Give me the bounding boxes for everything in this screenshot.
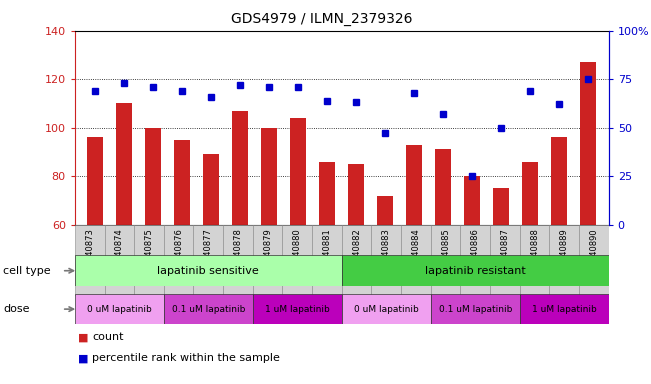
Text: percentile rank within the sample: percentile rank within the sample xyxy=(92,353,281,363)
Text: GSM940881: GSM940881 xyxy=(322,228,331,279)
Bar xyxy=(431,294,519,324)
Text: GSM940883: GSM940883 xyxy=(381,228,391,279)
Text: 0 uM lapatinib: 0 uM lapatinib xyxy=(354,305,419,314)
Bar xyxy=(581,62,596,225)
Text: GSM940874: GSM940874 xyxy=(115,228,124,279)
Bar xyxy=(223,225,253,296)
Bar xyxy=(519,294,609,324)
Text: GSM940878: GSM940878 xyxy=(234,228,242,279)
Text: count: count xyxy=(92,332,124,342)
Bar xyxy=(431,225,460,296)
Text: lapatinib resistant: lapatinib resistant xyxy=(425,266,525,276)
Bar xyxy=(579,225,609,296)
Bar xyxy=(436,149,451,225)
Bar xyxy=(203,154,219,225)
Text: GSM940875: GSM940875 xyxy=(145,228,154,279)
Bar xyxy=(342,255,609,286)
Bar xyxy=(253,225,283,296)
Bar xyxy=(232,111,248,225)
Text: 0.1 uM lapatinib: 0.1 uM lapatinib xyxy=(172,305,245,314)
Bar xyxy=(348,164,365,225)
Text: GSM940879: GSM940879 xyxy=(263,228,272,279)
Text: GSM940889: GSM940889 xyxy=(560,228,569,279)
Text: GSM940888: GSM940888 xyxy=(530,228,539,279)
Text: GSM940880: GSM940880 xyxy=(293,228,302,279)
Bar xyxy=(261,127,277,225)
Bar xyxy=(342,225,372,296)
Bar xyxy=(105,225,134,296)
Bar xyxy=(490,225,519,296)
Bar xyxy=(174,140,190,225)
Bar xyxy=(193,225,223,296)
Bar xyxy=(378,195,393,225)
Bar xyxy=(117,103,132,225)
Bar xyxy=(406,145,422,225)
Text: GSM940886: GSM940886 xyxy=(471,228,480,279)
Text: GSM940887: GSM940887 xyxy=(501,228,509,279)
Text: ■: ■ xyxy=(78,353,89,363)
Bar xyxy=(519,225,549,296)
Bar xyxy=(342,294,431,324)
Bar xyxy=(551,137,567,225)
Bar xyxy=(312,225,342,296)
Text: dose: dose xyxy=(3,304,30,314)
Text: GSM940873: GSM940873 xyxy=(85,228,94,279)
Text: 1 uM lapatinib: 1 uM lapatinib xyxy=(532,305,596,314)
Bar xyxy=(319,162,335,225)
Bar xyxy=(460,225,490,296)
Bar xyxy=(283,225,312,296)
Text: GSM940885: GSM940885 xyxy=(441,228,450,279)
Bar xyxy=(75,255,342,286)
Text: GSM940882: GSM940882 xyxy=(352,228,361,279)
Bar xyxy=(401,225,431,296)
Text: lapatinib sensitive: lapatinib sensitive xyxy=(158,266,259,276)
Bar xyxy=(145,127,161,225)
Bar xyxy=(164,225,193,296)
Text: cell type: cell type xyxy=(3,266,51,276)
Bar xyxy=(372,225,401,296)
Bar xyxy=(87,137,103,225)
Bar xyxy=(253,294,342,324)
Bar xyxy=(522,162,538,225)
Text: 0 uM lapatinib: 0 uM lapatinib xyxy=(87,305,152,314)
Text: 0.1 uM lapatinib: 0.1 uM lapatinib xyxy=(439,305,512,314)
Bar xyxy=(134,225,164,296)
Bar xyxy=(549,225,579,296)
Text: GDS4979 / ILMN_2379326: GDS4979 / ILMN_2379326 xyxy=(232,12,413,25)
Text: GSM940877: GSM940877 xyxy=(204,228,213,279)
Bar xyxy=(493,188,509,225)
Text: 1 uM lapatinib: 1 uM lapatinib xyxy=(265,305,329,314)
Bar xyxy=(164,294,253,324)
Text: GSM940890: GSM940890 xyxy=(589,228,598,279)
Text: GSM940876: GSM940876 xyxy=(174,228,183,279)
Text: ■: ■ xyxy=(78,332,89,342)
Bar xyxy=(290,118,306,225)
Text: GSM940884: GSM940884 xyxy=(411,228,421,279)
Bar xyxy=(75,294,164,324)
Bar xyxy=(75,225,105,296)
Bar xyxy=(464,176,480,225)
